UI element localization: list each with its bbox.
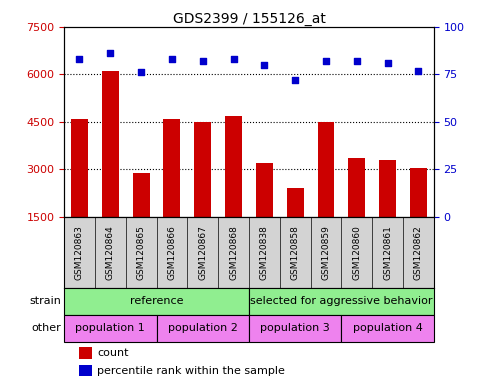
Text: strain: strain	[29, 296, 61, 306]
Title: GDS2399 / 155126_at: GDS2399 / 155126_at	[173, 12, 325, 26]
Point	[322, 58, 330, 64]
Point	[199, 58, 207, 64]
FancyBboxPatch shape	[157, 315, 249, 341]
Text: GSM120838: GSM120838	[260, 225, 269, 280]
Text: population 1: population 1	[75, 323, 145, 333]
Text: population 4: population 4	[352, 323, 423, 333]
Point	[415, 68, 423, 74]
Point	[260, 62, 268, 68]
Point	[384, 60, 391, 66]
Bar	[164, 119, 180, 217]
FancyBboxPatch shape	[249, 288, 434, 315]
Bar	[317, 122, 334, 217]
Bar	[194, 122, 211, 217]
Text: GSM120862: GSM120862	[414, 225, 423, 280]
Text: GSM120864: GSM120864	[106, 225, 115, 280]
Text: GSM120858: GSM120858	[291, 225, 300, 280]
Point	[106, 50, 114, 56]
Text: GSM120863: GSM120863	[75, 225, 84, 280]
FancyBboxPatch shape	[341, 315, 434, 341]
FancyBboxPatch shape	[64, 315, 157, 341]
Point	[137, 70, 145, 76]
Text: GSM120859: GSM120859	[321, 225, 330, 280]
Text: GSM120861: GSM120861	[383, 225, 392, 280]
Bar	[133, 172, 149, 217]
Bar	[379, 160, 396, 217]
Bar	[256, 163, 273, 217]
Text: count: count	[98, 348, 129, 358]
Text: GSM120868: GSM120868	[229, 225, 238, 280]
Point	[230, 56, 238, 62]
Bar	[79, 365, 92, 376]
Text: selected for aggressive behavior: selected for aggressive behavior	[250, 296, 433, 306]
Point	[168, 56, 176, 62]
FancyBboxPatch shape	[64, 288, 249, 315]
Bar	[71, 119, 88, 217]
Text: GSM120865: GSM120865	[137, 225, 145, 280]
FancyBboxPatch shape	[249, 315, 341, 341]
Bar	[102, 71, 119, 217]
Text: GSM120867: GSM120867	[198, 225, 207, 280]
Point	[291, 77, 299, 83]
Text: GSM120866: GSM120866	[168, 225, 176, 280]
Text: population 3: population 3	[260, 323, 330, 333]
Point	[353, 58, 361, 64]
Text: reference: reference	[130, 296, 183, 306]
Bar	[287, 189, 304, 217]
Point	[75, 56, 83, 62]
Bar	[225, 116, 242, 217]
Bar	[410, 168, 427, 217]
Text: population 2: population 2	[168, 323, 238, 333]
Bar	[79, 348, 92, 359]
Text: GSM120860: GSM120860	[352, 225, 361, 280]
Text: other: other	[31, 323, 61, 333]
Bar	[349, 158, 365, 217]
Text: percentile rank within the sample: percentile rank within the sample	[98, 366, 285, 376]
